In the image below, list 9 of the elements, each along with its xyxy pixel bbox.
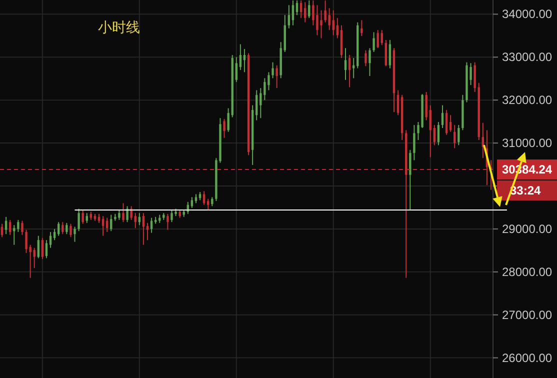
y-tick-label: 33000.00 [502,50,552,64]
text: 小时线 [98,19,140,35]
y-tick-label: 31000.00 [502,136,552,150]
y-tick-label: 26000.00 [502,350,552,365]
y-tick-label: 28000.00 [502,264,552,279]
y-tick-label: 32000.00 [502,93,552,108]
y-tick-label: 29000.00 [502,222,552,236]
y-tick-label: 34000.00 [502,7,552,22]
y-tick-label: 27000.00 [502,308,552,322]
